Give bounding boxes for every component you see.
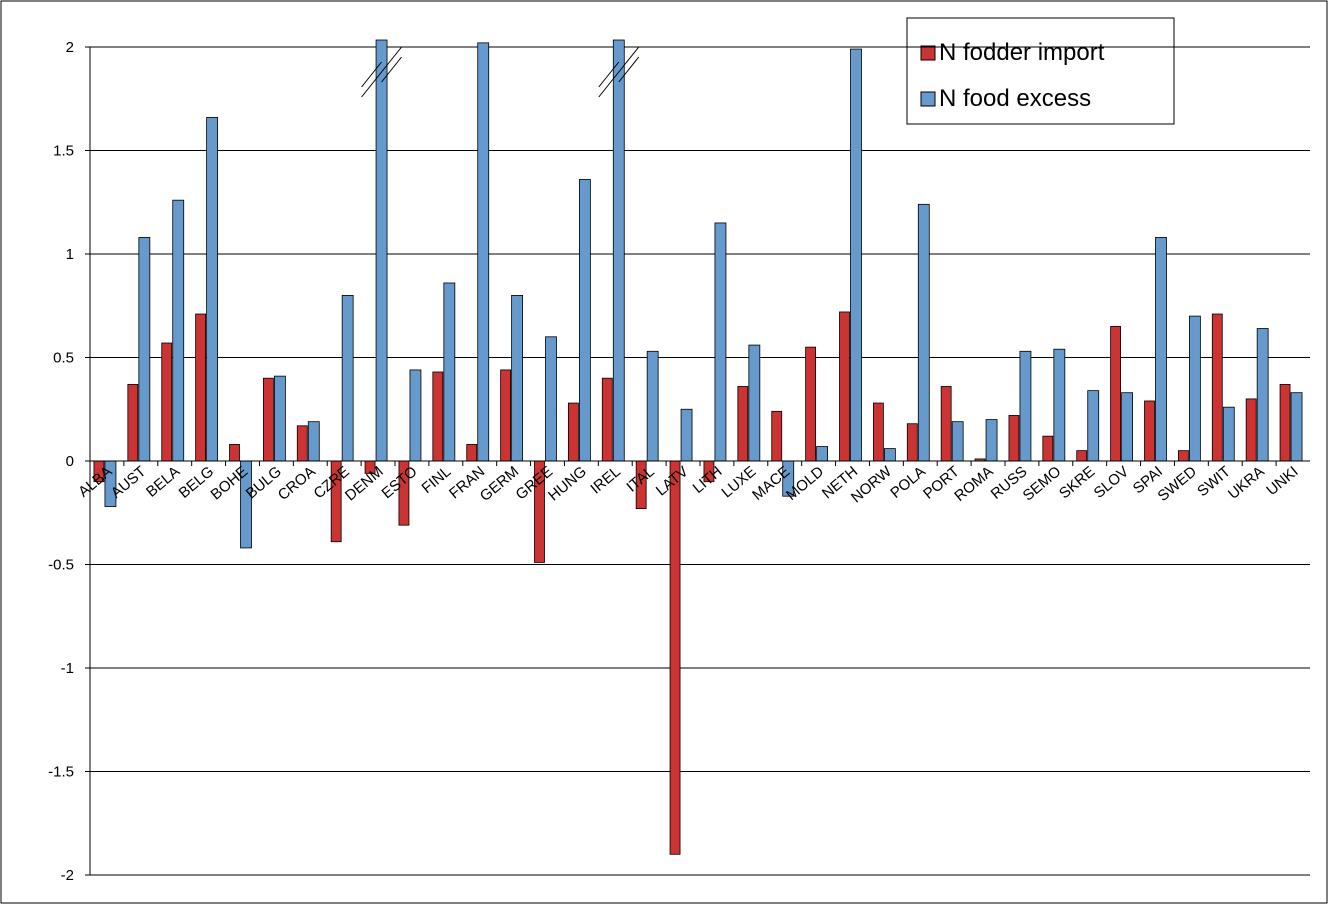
bar xyxy=(1042,435,1054,462)
bar xyxy=(578,179,591,462)
bar xyxy=(1076,450,1088,462)
axis-break xyxy=(381,46,402,83)
bar xyxy=(273,375,286,462)
bar xyxy=(872,402,884,462)
bar xyxy=(850,48,862,462)
bar xyxy=(748,344,761,462)
bar xyxy=(206,116,219,462)
bar xyxy=(1053,348,1066,462)
bar xyxy=(612,39,625,462)
bar xyxy=(161,342,173,462)
bar xyxy=(307,421,320,462)
bar xyxy=(567,402,579,462)
bar xyxy=(1144,400,1155,462)
bar xyxy=(545,336,557,462)
bar xyxy=(669,460,681,855)
bar xyxy=(1211,313,1223,462)
bar xyxy=(375,39,388,462)
axis-break xyxy=(361,61,382,98)
bar xyxy=(511,294,524,462)
bar xyxy=(917,203,930,462)
bar xyxy=(127,384,139,462)
bar xyxy=(229,444,240,462)
legend-swatch xyxy=(920,91,936,107)
bar xyxy=(500,369,512,462)
bar xyxy=(680,408,693,462)
bar xyxy=(601,377,613,462)
bar xyxy=(1121,392,1134,462)
bar xyxy=(906,423,918,462)
bar xyxy=(1019,350,1032,462)
legend-swatch xyxy=(920,45,936,61)
bar xyxy=(1290,392,1303,462)
legend-label: N food excess xyxy=(939,85,1091,112)
axis-break xyxy=(598,61,620,98)
bar xyxy=(805,346,817,462)
y-tick-label: 1 xyxy=(66,246,74,263)
legend-box xyxy=(906,17,1175,125)
bar xyxy=(443,282,456,462)
legend: N fodder import N food excess xyxy=(906,17,1175,125)
y-tick-label: -1 xyxy=(61,660,74,677)
bar xyxy=(714,222,727,462)
bar xyxy=(1008,415,1020,462)
bar xyxy=(138,237,151,462)
bar xyxy=(646,350,659,462)
bar xyxy=(1155,237,1167,462)
axis-break xyxy=(618,46,640,83)
bar xyxy=(737,386,749,462)
bar xyxy=(951,421,964,462)
y-tick-label: 2 xyxy=(66,39,74,56)
bar xyxy=(409,369,422,462)
bar xyxy=(839,311,850,462)
y-tick-label: 1.5 xyxy=(53,143,74,160)
bar xyxy=(1177,450,1189,462)
y-tick-label: 0 xyxy=(66,453,74,470)
bar xyxy=(1256,328,1269,462)
bar xyxy=(816,446,829,462)
y-tick-label: 0.5 xyxy=(53,350,74,367)
bar xyxy=(883,448,896,462)
bar xyxy=(195,313,207,462)
bar xyxy=(1188,315,1201,462)
bar xyxy=(771,410,783,462)
bar xyxy=(296,425,308,462)
bar xyxy=(1279,384,1291,462)
bar xyxy=(262,377,274,462)
bar xyxy=(1110,326,1122,462)
y-tick-label: -0.5 xyxy=(48,557,74,574)
bar xyxy=(172,199,185,462)
bar xyxy=(985,419,998,462)
y-tick-label: -1.5 xyxy=(48,764,74,781)
bar xyxy=(432,371,444,462)
y-tick-label: -2 xyxy=(61,867,74,884)
bar xyxy=(1087,390,1100,462)
bar xyxy=(341,294,354,462)
bar xyxy=(477,42,490,462)
bar xyxy=(1245,398,1257,462)
bar xyxy=(466,444,478,462)
legend-label: N fodder import xyxy=(939,39,1105,66)
bar xyxy=(1222,406,1235,462)
bar xyxy=(940,386,952,462)
